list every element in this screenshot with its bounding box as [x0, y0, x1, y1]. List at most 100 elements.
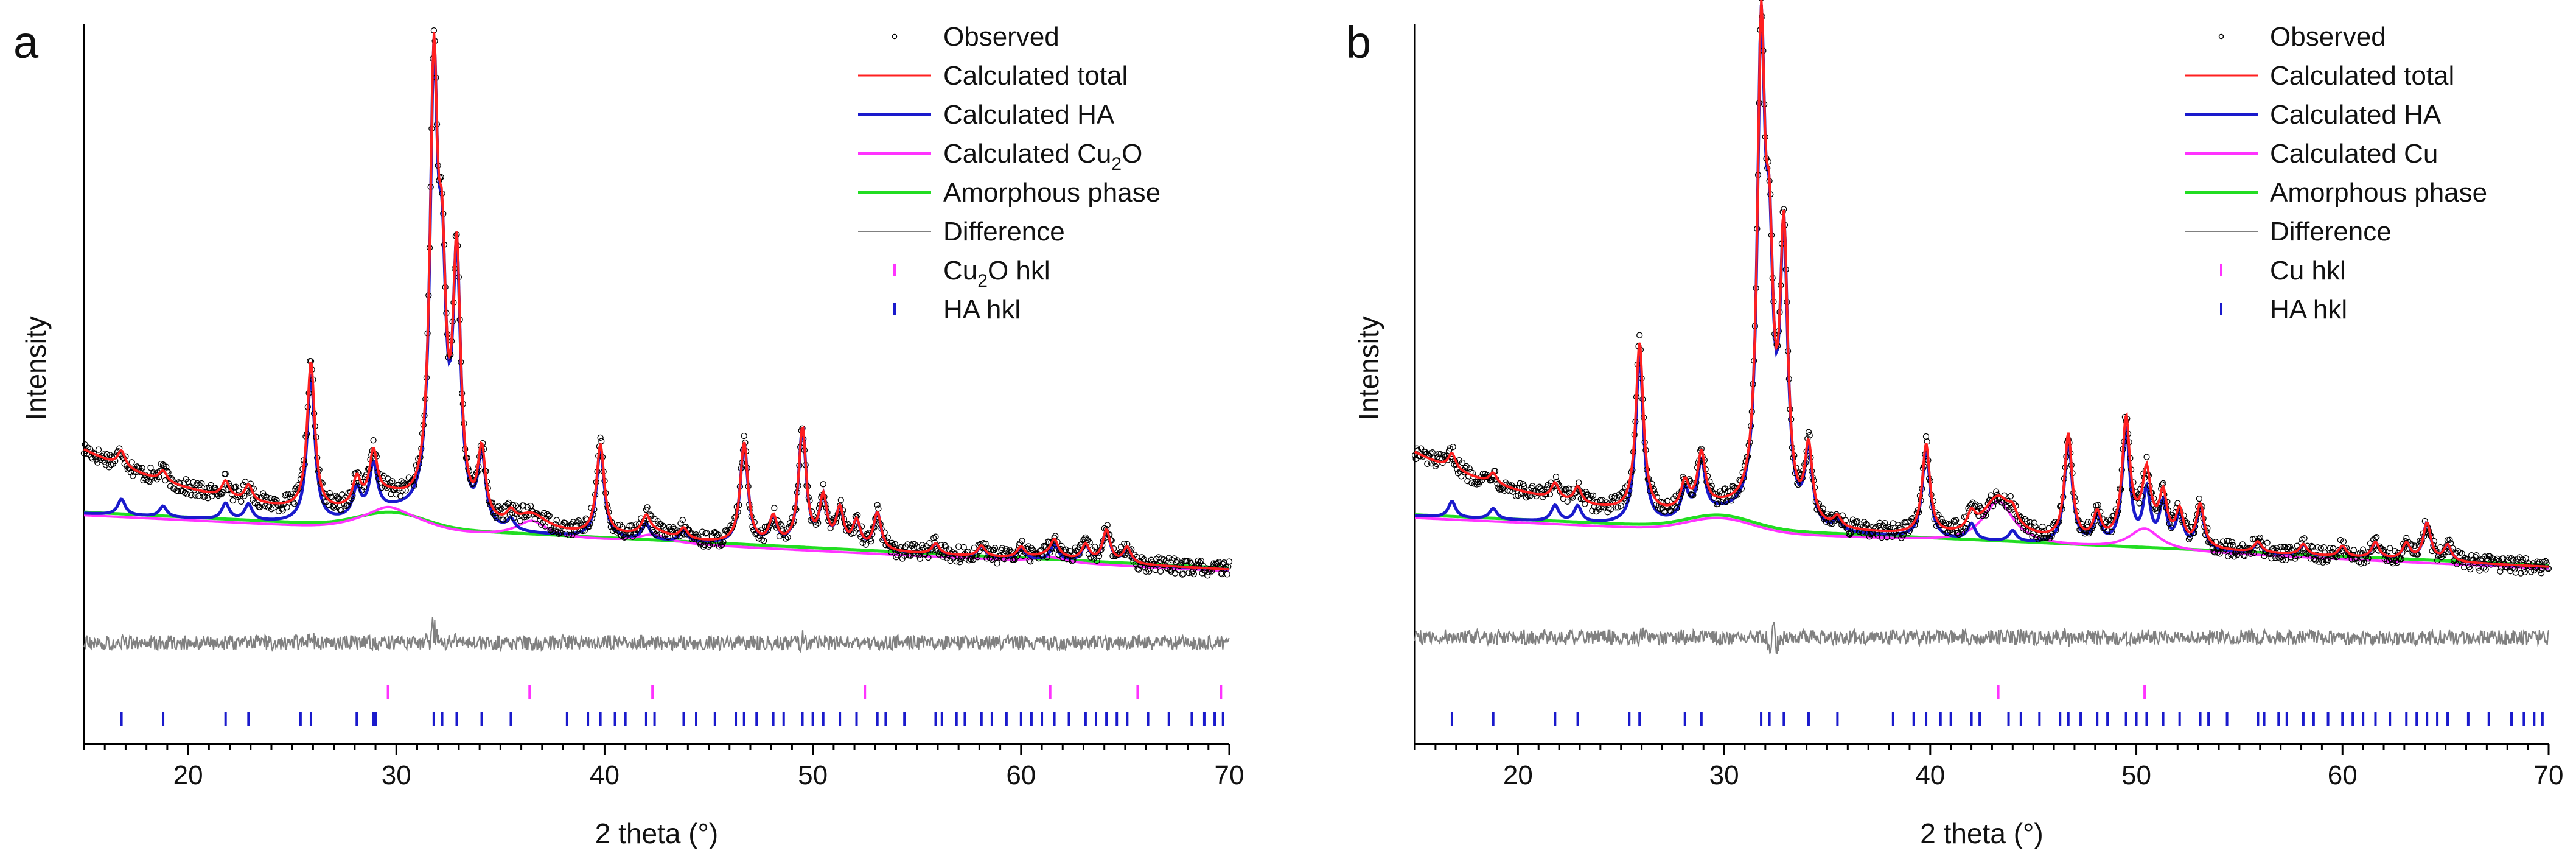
- panel-label: a: [13, 17, 39, 68]
- panel-label: b: [1346, 17, 1371, 68]
- observed-point: [2473, 552, 2480, 559]
- observed-point: [2229, 539, 2236, 545]
- observed-point: [2277, 544, 2284, 550]
- observed-point: [2239, 541, 2246, 548]
- observed-point: [1186, 558, 1193, 565]
- observed-point: [943, 544, 949, 551]
- observed-point: [546, 513, 553, 519]
- observed-point: [1614, 504, 1621, 511]
- x-tick-label: 40: [1915, 760, 1945, 790]
- observed-point: [524, 503, 531, 511]
- x-tick-label: 20: [173, 760, 203, 790]
- observed-point: [1213, 561, 1220, 567]
- observed-point: [1059, 555, 1066, 561]
- observed-point: [1086, 539, 1093, 546]
- observed-point: [820, 481, 826, 488]
- observed-point: [982, 541, 989, 547]
- observed-point: [288, 490, 295, 497]
- observed-point: [2084, 519, 2092, 525]
- calculated-total-curve: [83, 32, 1230, 571]
- observed-point: [1952, 519, 1958, 525]
- observed-point: [1476, 479, 1483, 485]
- panel-a: a 20 30 40 50 60 70 2 theta (°) Intensity Observe…: [13, 17, 1244, 849]
- observed-point: [960, 544, 967, 551]
- observed-point: [337, 507, 344, 513]
- observed-point: [1146, 568, 1153, 575]
- observed-point: [287, 493, 293, 500]
- observed-point: [2108, 528, 2115, 535]
- observed-point: [553, 517, 560, 524]
- observed-point: [812, 521, 819, 528]
- observed-point: [93, 456, 100, 463]
- observed-point: [1087, 554, 1094, 561]
- observed-point: [2048, 533, 2055, 539]
- observed-point: [1085, 550, 1092, 558]
- observed-point: [231, 484, 239, 491]
- observed-point: [1026, 557, 1033, 564]
- observed-point: [1590, 492, 1597, 499]
- observed-point: [1035, 555, 1042, 562]
- observed-point: [815, 519, 822, 527]
- observed-point: [1576, 479, 1582, 486]
- observed-point: [621, 534, 628, 541]
- observed-point: [1900, 531, 1907, 538]
- observed-point: [1218, 570, 1224, 577]
- observed-point: [862, 541, 870, 548]
- observed-point: [2361, 559, 2367, 566]
- observed-point: [2268, 555, 2275, 562]
- observed-point: [1724, 497, 1731, 504]
- observed-point: [566, 531, 573, 539]
- observed-point: [386, 479, 394, 486]
- observed-point: [1980, 513, 1986, 519]
- observed-point: [2341, 544, 2348, 552]
- observed-point: [2365, 555, 2372, 562]
- observed-point: [1157, 568, 1164, 575]
- observed-point: [343, 502, 350, 510]
- observed-point: [2438, 554, 2445, 561]
- observed-point: [622, 533, 629, 540]
- observed-point: [675, 528, 682, 535]
- x-tick-label: 30: [1709, 760, 1739, 790]
- observed-point: [2031, 519, 2038, 526]
- observed-point: [2326, 545, 2334, 552]
- observed-point: [2234, 552, 2241, 558]
- observed-point: [1593, 508, 1600, 515]
- legend-text-after: O hkl: [988, 256, 1050, 286]
- observed-point: [178, 487, 185, 494]
- observed-point: [1806, 432, 1813, 439]
- observed-point: [702, 530, 709, 537]
- observed-point: [527, 502, 534, 510]
- observed-point: [1618, 502, 1624, 509]
- observed-point: [397, 493, 404, 499]
- observed-point: [894, 552, 901, 558]
- observed-point: [925, 554, 932, 561]
- observed-point: [1794, 480, 1801, 487]
- observed-point: [710, 541, 716, 548]
- observed-point: [251, 499, 258, 507]
- legend-text: Calculated Cu: [943, 139, 1111, 169]
- observed-point: [232, 483, 239, 490]
- observed-point: [2231, 553, 2238, 560]
- observed-point: [2250, 550, 2257, 556]
- observed-point: [677, 520, 684, 527]
- observed-point: [166, 475, 173, 482]
- observed-point: [1464, 477, 1471, 485]
- observed-point: [1168, 568, 1175, 575]
- legend-label-ha: Calculated HA: [2270, 100, 2442, 130]
- observed-point: [2282, 556, 2289, 564]
- observed-point: [2257, 534, 2263, 541]
- observed-point: [1459, 459, 1466, 466]
- observed-point: [1142, 564, 1148, 571]
- observed-point: [2301, 535, 2308, 542]
- observed-point: [2350, 547, 2358, 553]
- observed-point: [811, 518, 819, 525]
- observed-point: [1610, 494, 1618, 502]
- observed-point: [1055, 551, 1062, 558]
- observed-point: [1720, 486, 1728, 493]
- legend-text: Amorphous phase: [2270, 178, 2487, 208]
- x-axis-title: 2 theta (°): [595, 818, 719, 849]
- observed-point: [850, 530, 857, 536]
- observed-point: [2264, 539, 2271, 546]
- observed-point: [1597, 497, 1604, 503]
